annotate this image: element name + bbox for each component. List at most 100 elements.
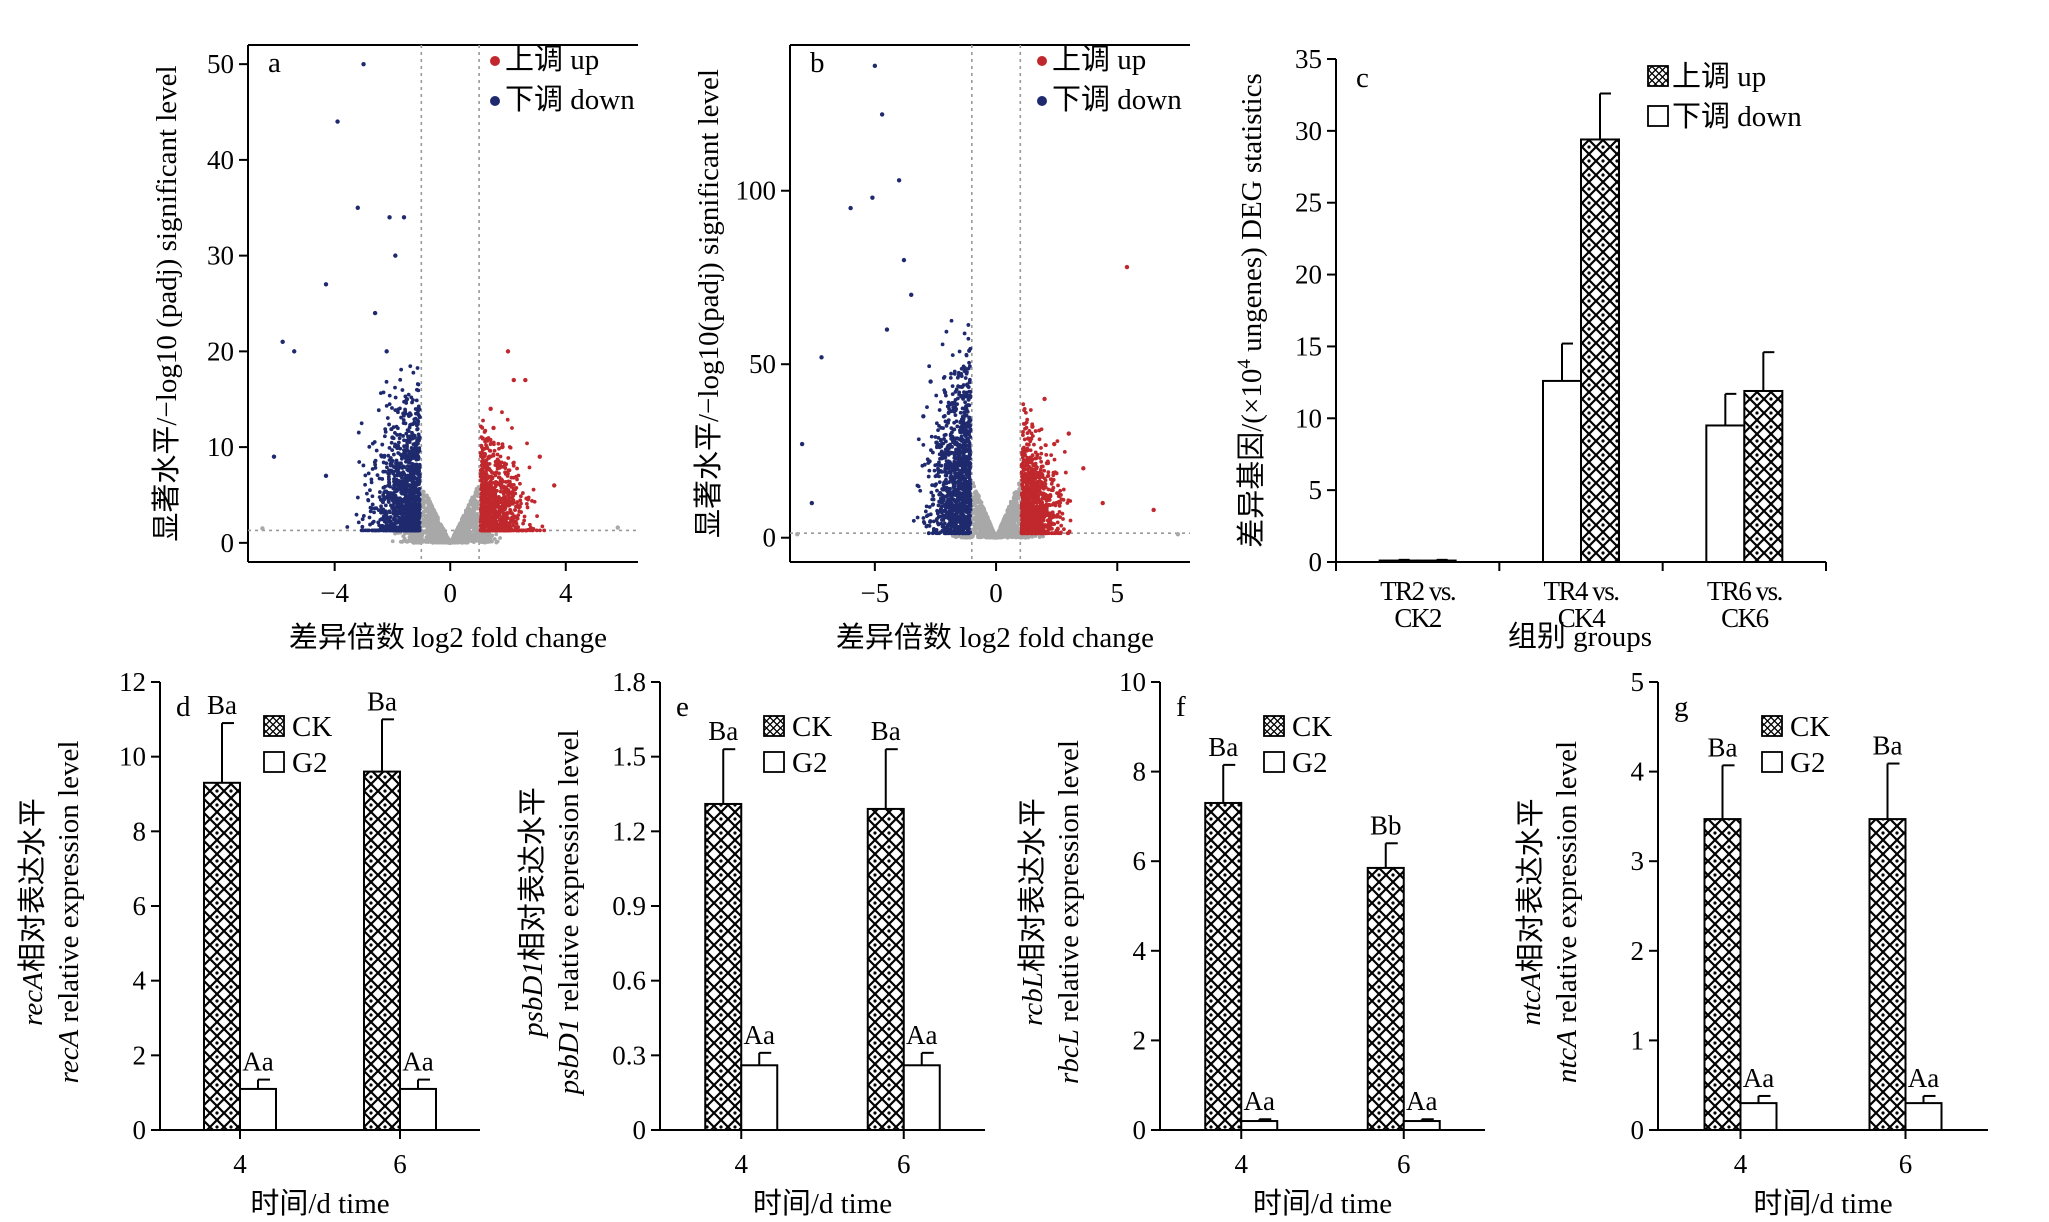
point-down	[390, 458, 395, 463]
point-up	[493, 484, 498, 489]
point-ns	[458, 522, 463, 527]
point-ns	[412, 536, 417, 540]
point-down	[412, 451, 417, 456]
point-down	[411, 370, 416, 375]
point-up	[514, 474, 518, 479]
point-up	[491, 452, 496, 457]
point-down	[390, 406, 394, 410]
point-ns	[481, 532, 486, 537]
point-up	[510, 519, 515, 524]
point-ns	[420, 499, 425, 504]
point-cloud	[795, 63, 1181, 540]
point-down	[388, 491, 393, 495]
point-ns	[475, 524, 480, 529]
point-ns	[974, 496, 979, 501]
point-down	[381, 485, 386, 490]
point-ns	[471, 517, 476, 522]
point-down	[396, 440, 401, 445]
point-up	[508, 509, 513, 514]
y-tick-label: 100	[736, 176, 777, 206]
point-ns	[450, 536, 455, 541]
point-ns	[468, 511, 473, 516]
point-up	[504, 490, 509, 495]
point-down	[356, 520, 361, 525]
point-up	[484, 477, 489, 481]
point-ns	[974, 489, 978, 494]
point-up	[516, 513, 521, 518]
point-down	[415, 427, 419, 432]
point-down	[401, 421, 406, 426]
point-down	[385, 516, 389, 521]
point-ns	[464, 529, 469, 534]
point-ns	[460, 519, 465, 524]
point-down	[370, 502, 375, 507]
point-ns	[1003, 534, 1007, 539]
y-tick-label: 0	[221, 528, 235, 558]
point-down	[400, 466, 405, 470]
point-up	[525, 528, 530, 533]
point-up	[494, 520, 499, 524]
point-down	[415, 479, 420, 484]
point-down	[383, 427, 388, 432]
point-up	[485, 486, 490, 491]
point-up	[540, 524, 545, 529]
point-down	[393, 431, 397, 435]
point-up	[480, 425, 484, 430]
point-up	[487, 448, 492, 453]
point-down	[379, 504, 383, 509]
point-ns	[434, 539, 438, 544]
point-down	[394, 477, 399, 482]
point-down	[402, 528, 407, 533]
point-down	[416, 432, 421, 437]
point-outlier	[615, 525, 620, 530]
point-down	[363, 528, 368, 533]
point-ns	[400, 540, 404, 544]
point-down	[407, 503, 412, 508]
x-tick-label: 5	[1111, 578, 1125, 608]
point-up	[521, 521, 525, 526]
point-up	[500, 478, 505, 483]
point-up	[483, 439, 487, 444]
y-tick-label: 10	[207, 432, 234, 462]
point-down	[403, 496, 408, 501]
point-ns	[424, 535, 429, 540]
point-ns	[967, 535, 972, 539]
point-up	[508, 479, 512, 484]
y-tick-label: 40	[207, 145, 234, 175]
point-up	[479, 513, 484, 518]
point-up	[487, 456, 491, 460]
point-up	[535, 514, 539, 519]
point-up	[506, 456, 511, 460]
point-ns	[427, 529, 432, 534]
point-ns	[474, 538, 479, 543]
point-ns	[428, 520, 433, 525]
point-down	[417, 528, 422, 533]
point-ns	[470, 525, 475, 530]
point-ns	[495, 539, 500, 544]
point-down	[400, 454, 405, 459]
point-ns	[1007, 522, 1012, 527]
point-down	[400, 471, 405, 475]
point-down	[363, 482, 367, 487]
point-down	[390, 469, 394, 474]
point-down	[379, 453, 383, 458]
point-up	[481, 436, 485, 441]
point-up	[486, 519, 490, 524]
point-ns	[471, 500, 476, 505]
point-up	[515, 466, 519, 471]
point-ns	[420, 489, 425, 494]
point-outlier	[390, 435, 395, 440]
point-up	[503, 528, 508, 533]
point-down	[363, 473, 368, 478]
point-outlier	[355, 205, 360, 210]
y-tick-label: 30	[207, 241, 234, 271]
point-down	[398, 406, 402, 411]
point-down	[392, 525, 397, 529]
point-outlier	[479, 502, 485, 507]
point-ns	[444, 535, 448, 539]
point-up	[491, 471, 496, 476]
point-down	[391, 425, 396, 430]
x-tick-label: 4	[559, 578, 573, 608]
point-up	[487, 461, 492, 466]
point-down	[382, 434, 387, 439]
